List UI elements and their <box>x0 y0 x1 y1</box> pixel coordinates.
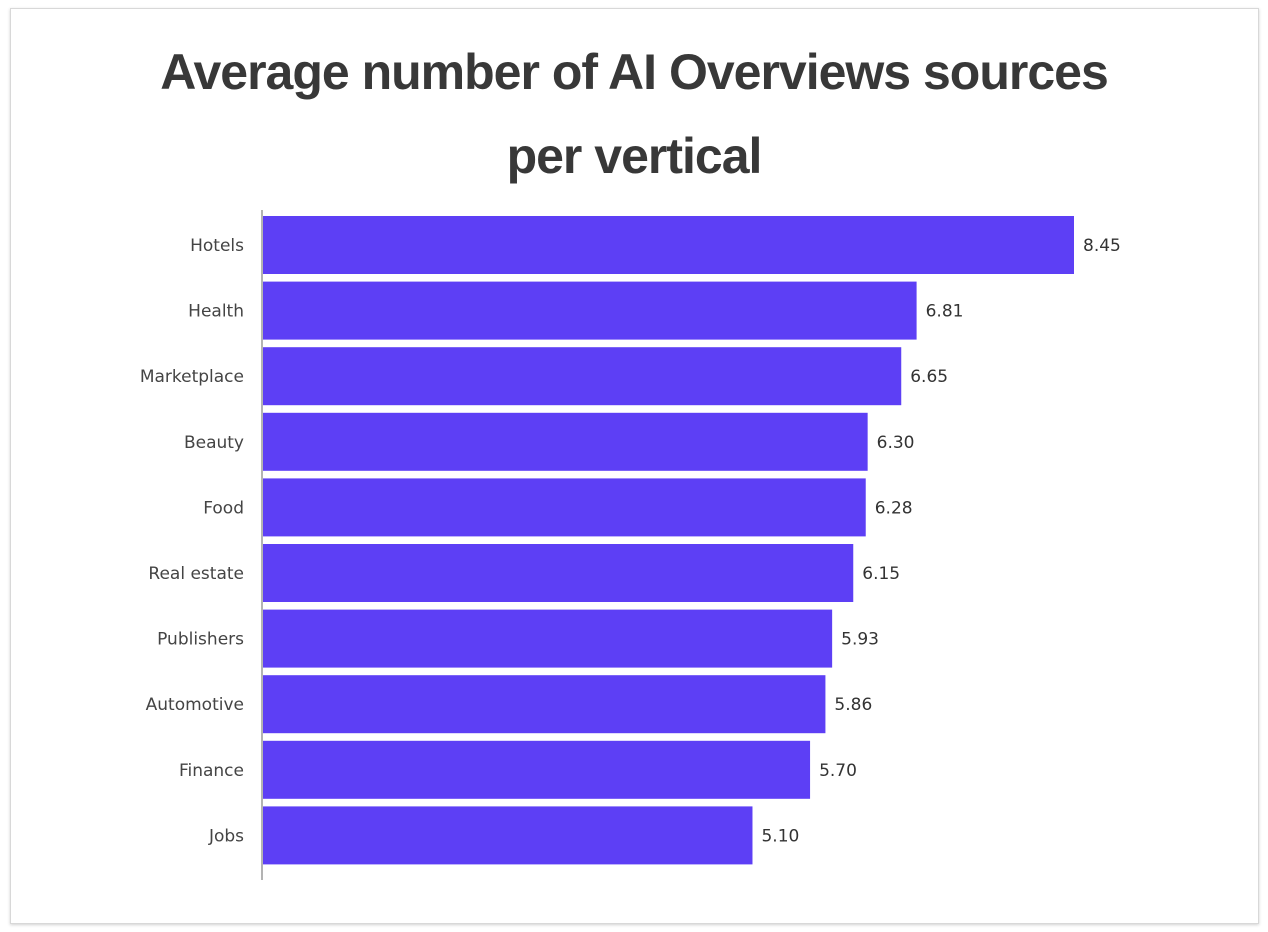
value-label: 6.28 <box>875 498 913 518</box>
bar-beauty <box>263 412 868 471</box>
value-label: 5.93 <box>841 630 879 650</box>
bar-food <box>263 478 866 537</box>
bar-publishers <box>263 609 833 668</box>
bar-real-estate <box>263 544 854 602</box>
bar-jobs <box>263 806 753 865</box>
chart-title-line-1: Average number of AI Overviews sources <box>160 44 1109 100</box>
category-label: Jobs <box>208 826 244 846</box>
value-label: 6.30 <box>877 433 915 453</box>
chart-title-line-2: per vertical <box>506 128 763 184</box>
chart-title: Average number of AI Overviews sources p… <box>0 30 1268 198</box>
category-label: Food <box>203 498 244 518</box>
value-label: 6.65 <box>910 367 948 387</box>
category-label: Publishers <box>157 630 244 650</box>
bar-health <box>263 281 917 340</box>
bar-hotels <box>263 216 1074 274</box>
value-label: 6.15 <box>862 564 900 584</box>
value-label: 5.70 <box>819 761 857 781</box>
bar-marketplace <box>263 347 902 406</box>
value-label: 6.81 <box>926 302 964 322</box>
value-label: 5.86 <box>834 695 872 715</box>
category-label: Marketplace <box>140 367 244 387</box>
category-label: Automotive <box>146 695 244 715</box>
category-label: Real estate <box>148 564 244 584</box>
value-label: 5.10 <box>761 826 799 846</box>
category-label: Finance <box>179 761 244 781</box>
value-label: 8.45 <box>1083 236 1121 256</box>
bar-finance <box>263 740 811 799</box>
category-label: Beauty <box>184 433 244 453</box>
category-label: Health <box>188 302 244 322</box>
bar-automotive <box>263 675 826 734</box>
category-label: Hotels <box>190 236 244 256</box>
